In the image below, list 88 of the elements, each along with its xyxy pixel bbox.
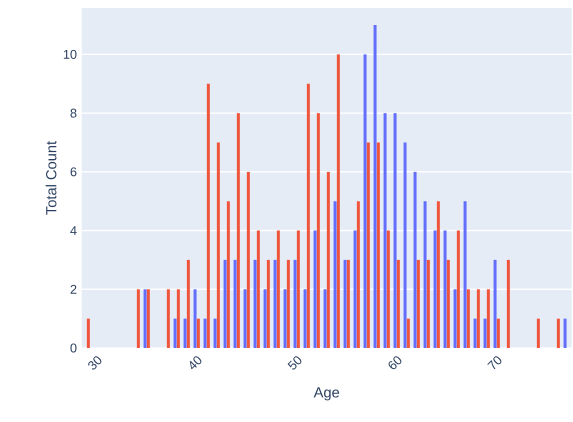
bar: [336, 54, 340, 348]
y-axis-title: Total Count: [46, 141, 56, 215]
bar: [244, 289, 247, 348]
bar: [236, 113, 240, 348]
bar: [484, 318, 487, 348]
bar: [86, 318, 90, 348]
bar: [176, 289, 180, 348]
y-tick-label: 10: [64, 50, 76, 59]
bar: [456, 230, 460, 348]
bar: [416, 260, 420, 348]
bar: [206, 84, 210, 348]
bar: [194, 289, 197, 348]
bar: [396, 260, 400, 348]
bar: [266, 260, 270, 348]
bar: [294, 260, 297, 348]
x-tick-label: 50: [288, 356, 302, 370]
bar: [494, 260, 497, 348]
bar: [384, 113, 387, 348]
bar: [204, 318, 207, 348]
y-tick-label: 4: [70, 226, 77, 235]
bar: [256, 230, 260, 348]
bar: [466, 289, 470, 348]
y-tick-label: 2: [70, 284, 76, 294]
bar: [296, 230, 300, 348]
bar: [394, 113, 397, 348]
bar: [346, 260, 350, 348]
bar: [496, 318, 500, 348]
bar: [386, 230, 390, 348]
bar: [356, 201, 360, 348]
bar: [414, 172, 417, 348]
bar: [366, 142, 370, 348]
bar: [216, 142, 220, 348]
y-tick-label: 8: [70, 108, 76, 118]
bar: [374, 25, 377, 348]
bar: [476, 289, 480, 348]
bar: [234, 260, 237, 348]
bar: [276, 230, 280, 348]
bar: [184, 318, 187, 348]
x-tick-label: 40: [190, 356, 202, 370]
bar: [344, 260, 347, 348]
bar: [464, 201, 467, 348]
bar: [434, 230, 437, 348]
bar: [556, 318, 560, 348]
bar: [406, 318, 410, 348]
bar: [334, 201, 337, 348]
bar: [314, 230, 317, 348]
bar: [454, 289, 457, 348]
bar: [224, 260, 227, 348]
bar: [376, 142, 380, 348]
bar: [436, 201, 440, 348]
bar: [264, 289, 267, 348]
bar: [306, 84, 310, 348]
bar: [446, 260, 450, 348]
bar: [564, 318, 567, 348]
bar: [246, 172, 250, 348]
bar: [166, 289, 170, 348]
bar: [254, 260, 257, 348]
bar: [324, 289, 327, 348]
bar: [364, 54, 367, 348]
bar: [444, 230, 447, 348]
bar: [174, 318, 177, 348]
bar: [136, 289, 140, 348]
bar: [304, 289, 307, 348]
bar: [326, 172, 330, 348]
bar: [536, 318, 540, 348]
bar: [486, 289, 490, 348]
x-tick-label: 60: [388, 356, 402, 370]
bar: [316, 113, 320, 348]
bar: [354, 230, 357, 348]
bar: [506, 260, 510, 348]
bar: [286, 260, 290, 348]
bar: [424, 201, 427, 348]
x-tick-label: 30: [88, 356, 102, 370]
bar: [426, 260, 430, 348]
bar: [214, 318, 217, 348]
x-tick-label: 70: [487, 356, 502, 370]
bar: [144, 289, 147, 348]
bar: [146, 289, 150, 348]
bar: [474, 318, 477, 348]
y-tick-label: 6: [70, 167, 76, 176]
bar: [196, 318, 200, 348]
x-axis-title: Age: [314, 387, 340, 400]
bar: [274, 260, 277, 348]
bar: [186, 260, 190, 348]
bar: [404, 142, 407, 348]
y-tick-label: 0: [70, 344, 76, 352]
bar: [284, 289, 287, 348]
bar: [226, 201, 230, 348]
